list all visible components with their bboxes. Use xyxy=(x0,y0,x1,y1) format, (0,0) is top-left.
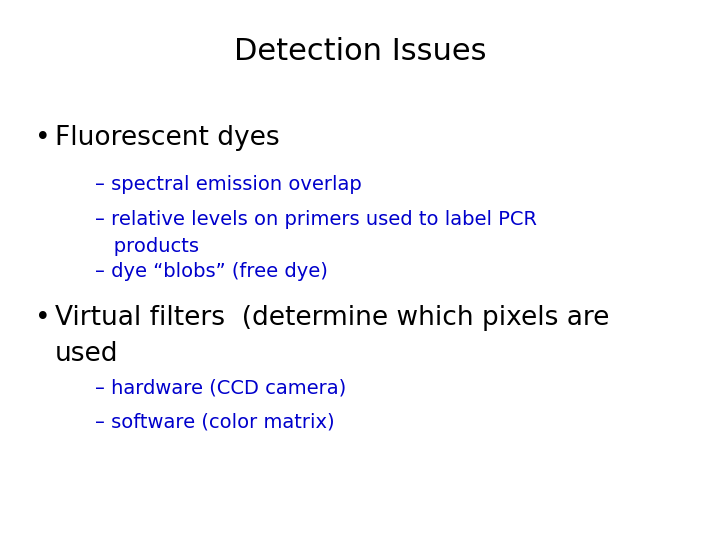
Text: – dye “blobs” (free dye): – dye “blobs” (free dye) xyxy=(95,262,328,281)
Text: •: • xyxy=(35,305,50,331)
Text: – software (color matrix): – software (color matrix) xyxy=(95,413,335,432)
Text: – hardware (CCD camera): – hardware (CCD camera) xyxy=(95,378,346,397)
Text: •: • xyxy=(35,125,50,151)
Text: – relative levels on primers used to label PCR
   products: – relative levels on primers used to lab… xyxy=(95,210,537,255)
Text: Virtual filters  (determine which pixels are
used: Virtual filters (determine which pixels … xyxy=(55,305,609,367)
Text: – spectral emission overlap: – spectral emission overlap xyxy=(95,175,361,194)
Text: Detection Issues: Detection Issues xyxy=(234,37,486,66)
Text: Fluorescent dyes: Fluorescent dyes xyxy=(55,125,279,151)
